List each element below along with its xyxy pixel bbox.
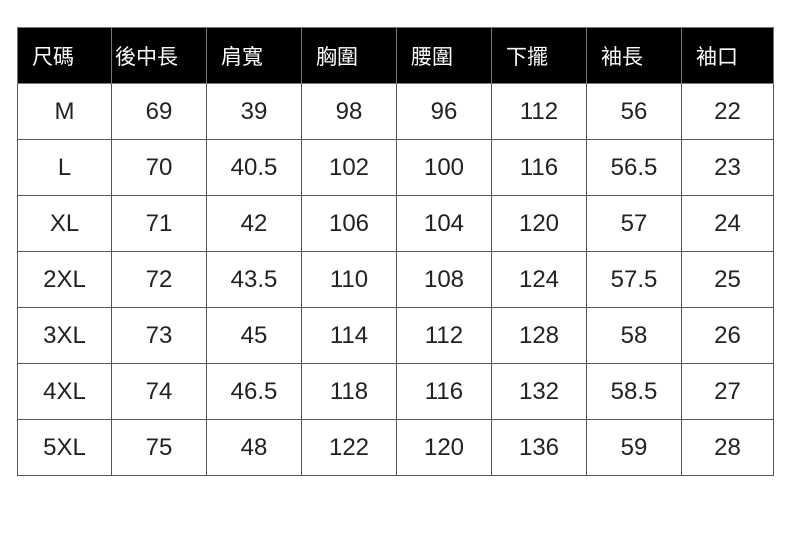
measurement-cell: 122 — [301, 419, 397, 476]
measurement-cell: 124 — [491, 251, 587, 308]
measurement-cell: 128 — [491, 307, 587, 364]
measurement-cell: 102 — [301, 139, 397, 196]
measurement-cell: 56.5 — [586, 139, 682, 196]
measurement-cell: 75 — [111, 419, 207, 476]
size-cell: 5XL — [17, 419, 112, 476]
measurement-cell: 114 — [301, 307, 397, 364]
measurement-cell: 59 — [586, 419, 682, 476]
measurement-cell: 45 — [206, 307, 302, 364]
measurement-cell: 116 — [491, 139, 587, 196]
measurement-cell: 46.5 — [206, 363, 302, 420]
measurement-cell: 22 — [681, 83, 774, 140]
measurement-cell: 57.5 — [586, 251, 682, 308]
column-header: 胸圍 — [301, 27, 397, 84]
table-row: 3XL 73 45 114 112 128 58 26 — [17, 307, 774, 364]
measurement-cell: 24 — [681, 195, 774, 252]
measurement-cell: 71 — [111, 195, 207, 252]
column-header: 後中長 — [111, 27, 207, 84]
measurement-cell: 106 — [301, 195, 397, 252]
table-row: M 69 39 98 96 112 56 22 — [17, 83, 774, 140]
measurement-cell: 28 — [681, 419, 774, 476]
table-row: L 70 40.5 102 100 116 56.5 23 — [17, 139, 774, 196]
column-header: 袖口 — [681, 27, 774, 84]
column-header: 下擺 — [491, 27, 587, 84]
measurement-cell: 98 — [301, 83, 397, 140]
table-row: 5XL 75 48 122 120 136 59 28 — [17, 419, 774, 476]
size-cell: L — [17, 139, 112, 196]
column-header: 尺碼 — [17, 27, 112, 84]
header-row: 尺碼 後中長 肩寬 胸圍 腰圍 下擺 袖長 袖口 — [17, 27, 774, 84]
measurement-cell: 116 — [396, 363, 492, 420]
size-cell: XL — [17, 195, 112, 252]
measurement-cell: 58 — [586, 307, 682, 364]
measurement-cell: 40.5 — [206, 139, 302, 196]
measurement-cell: 96 — [396, 83, 492, 140]
measurement-cell: 104 — [396, 195, 492, 252]
measurement-cell: 48 — [206, 419, 302, 476]
measurement-cell: 43.5 — [206, 251, 302, 308]
measurement-cell: 120 — [491, 195, 587, 252]
measurement-cell: 118 — [301, 363, 397, 420]
measurement-cell: 70 — [111, 139, 207, 196]
size-cell: 4XL — [17, 363, 112, 420]
measurement-cell: 26 — [681, 307, 774, 364]
measurement-cell: 56 — [586, 83, 682, 140]
measurement-cell: 39 — [206, 83, 302, 140]
column-header: 肩寬 — [206, 27, 302, 84]
measurement-cell: 74 — [111, 363, 207, 420]
table-row: XL 71 42 106 104 120 57 24 — [17, 195, 774, 252]
measurement-cell: 108 — [396, 251, 492, 308]
table-row: 2XL 72 43.5 110 108 124 57.5 25 — [17, 251, 774, 308]
table-row: 4XL 74 46.5 118 116 132 58.5 27 — [17, 363, 774, 420]
measurement-cell: 25 — [681, 251, 774, 308]
column-header: 袖長 — [586, 27, 682, 84]
size-cell: 3XL — [17, 307, 112, 364]
measurement-cell: 58.5 — [586, 363, 682, 420]
measurement-cell: 27 — [681, 363, 774, 420]
measurement-cell: 132 — [491, 363, 587, 420]
size-cell: M — [17, 83, 112, 140]
measurement-cell: 57 — [586, 195, 682, 252]
measurement-cell: 120 — [396, 419, 492, 476]
measurement-cell: 136 — [491, 419, 587, 476]
size-cell: 2XL — [17, 251, 112, 308]
measurement-cell: 69 — [111, 83, 207, 140]
measurement-cell: 112 — [396, 307, 492, 364]
measurement-cell: 72 — [111, 251, 207, 308]
measurement-cell: 100 — [396, 139, 492, 196]
measurement-cell: 73 — [111, 307, 207, 364]
measurement-cell: 23 — [681, 139, 774, 196]
measurement-cell: 42 — [206, 195, 302, 252]
measurement-cell: 110 — [301, 251, 397, 308]
size-chart-table: 尺碼 後中長 肩寬 胸圍 腰圍 下擺 袖長 袖口 M 69 39 98 96 112 56 22 L 70 40.… — [17, 27, 774, 476]
column-header: 腰圍 — [396, 27, 492, 84]
measurement-cell: 112 — [491, 83, 587, 140]
